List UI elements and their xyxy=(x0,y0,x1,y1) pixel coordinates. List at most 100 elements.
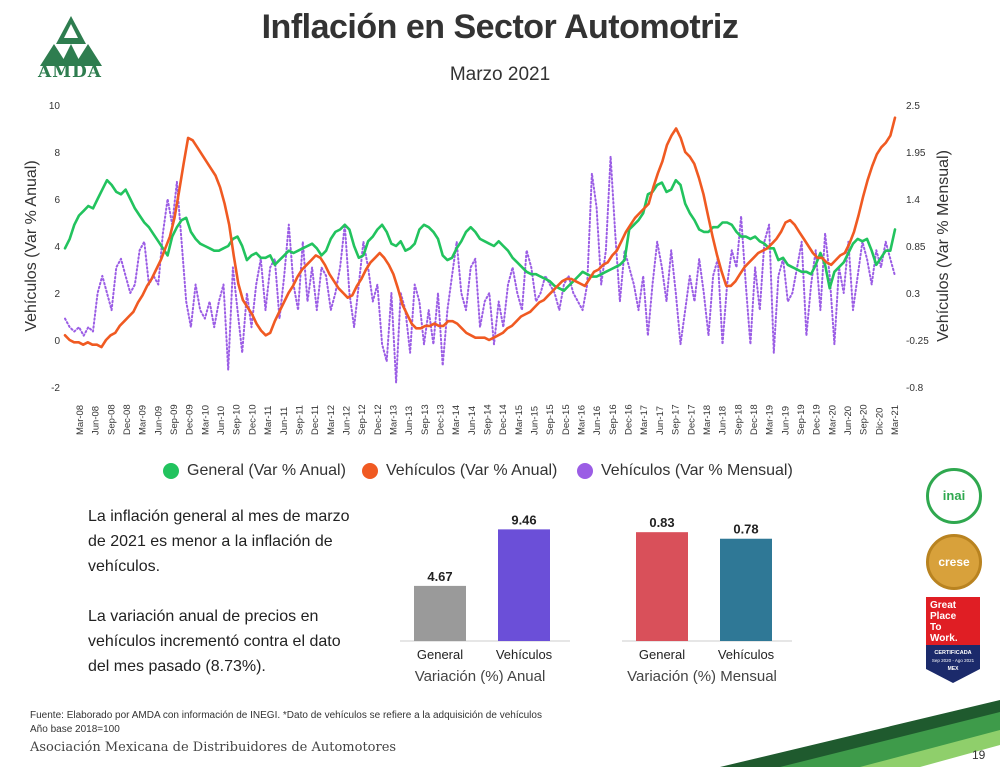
legend-vehiculos-anual-label: Vehículos (Var % Anual) xyxy=(386,462,558,479)
x-tick-label: Jun-18 xyxy=(718,406,729,435)
amda-logo xyxy=(40,16,102,66)
x-tick-label: Mar-19 xyxy=(765,405,776,435)
annual-category-label: General xyxy=(417,647,463,662)
summary-paragraph-2: La variación anual de precios en vehícul… xyxy=(88,608,341,675)
x-tick-label: Sep-11 xyxy=(294,405,305,435)
y-tick-left: 6 xyxy=(54,195,60,206)
gptw-dates: Sep 2020 - Ago 2021 xyxy=(932,658,975,663)
crese-badge-text: crese xyxy=(938,555,970,569)
x-tick-label: Jun-11 xyxy=(279,407,290,435)
legend-general: General (Var % Anual) xyxy=(163,462,346,480)
y-tick-right: 2.5 xyxy=(906,101,920,112)
x-tick-label: Sep-08 xyxy=(106,404,117,435)
y-tick-right: -0.8 xyxy=(906,383,924,394)
x-tick-label: Jun-09 xyxy=(153,406,164,435)
gptw-line4: Work. xyxy=(930,633,958,644)
y-tick-left: 2 xyxy=(54,289,60,300)
annual-value-label: 4.67 xyxy=(427,569,452,584)
x-tick-label: Jun-08 xyxy=(91,406,102,435)
x-tick-label: Dec-11 xyxy=(310,405,321,435)
x-tick-label: Dec-09 xyxy=(185,404,196,435)
y-tick-left: 8 xyxy=(54,148,60,159)
x-tick-label: Jun-20 xyxy=(843,406,854,435)
x-tick-label: Jun-16 xyxy=(592,406,603,435)
legend-vehiculos-mensual-dot xyxy=(577,463,593,479)
x-tick-label: Jun-14 xyxy=(467,406,478,435)
annual-variation-bar-chart: 4.67 General 9.46 Vehículos Variación (%) An… xyxy=(400,512,570,685)
y-axis-label-left: Vehículos (Var % Anual) xyxy=(23,160,40,331)
x-tick-label: Jun-19 xyxy=(780,406,791,435)
y-tick-right: 0.85 xyxy=(906,242,926,253)
y-tick-right: 1.95 xyxy=(906,148,926,159)
source-note: Fuente: Elaborado por AMDA con informaci… xyxy=(30,710,542,721)
x-tick-label: Mar-14 xyxy=(451,405,462,435)
x-tick-label: Dic-20 xyxy=(874,408,885,435)
annual-bar-general xyxy=(414,585,466,641)
gptw-country: MEX xyxy=(948,666,960,672)
x-tick-label: Jun-13 xyxy=(404,406,415,435)
x-tick-label: Dec-14 xyxy=(498,404,509,435)
x-tick-label: Sep-20 xyxy=(859,404,870,435)
annual-bar-vehiculos xyxy=(498,529,550,641)
x-tick-label: Dec-08 xyxy=(122,404,133,435)
monthly-category-label: Vehículos xyxy=(718,647,775,662)
x-tick-label: Mar-16 xyxy=(577,405,588,435)
inflation-line-chart: -2 0 2 4 6 8 10 -0.8 -0.25 0.3 0.85 1.4 1.95 2.5 Vehíc… xyxy=(23,101,952,435)
gptw-line2: Place xyxy=(930,611,957,622)
logo-text: AMDA xyxy=(38,62,102,82)
x-tick-label: Dec-16 xyxy=(624,404,635,435)
legend-vehiculos-mensual: Vehículos (Var % Mensual) xyxy=(577,462,793,480)
page-title: Inflación en Sector Automotriz xyxy=(261,8,739,46)
legend-general-dot xyxy=(163,463,179,479)
inai-badge: inai xyxy=(926,468,982,524)
x-tick-label: Mar-12 xyxy=(326,405,337,435)
x-tick-label: Mar-08 xyxy=(75,405,86,435)
x-tick-label: Mar-10 xyxy=(200,405,211,435)
x-tick-label: Mar-15 xyxy=(514,405,525,435)
x-tick-label: Mar-13 xyxy=(388,405,399,435)
x-tick-label: Sep-18 xyxy=(733,404,744,435)
gptw-line3: To xyxy=(930,622,941,633)
page-number: 19 xyxy=(972,748,986,762)
x-tick-label: Sep-10 xyxy=(232,404,243,435)
annual-category-label: Vehículos xyxy=(496,647,553,662)
monthly-bar-vehiculos xyxy=(720,538,772,641)
y-tick-right: 1.4 xyxy=(906,195,920,206)
summary-paragraph-1: La inflación general al mes de marzo de … xyxy=(88,508,350,575)
y-tick-left: -2 xyxy=(51,383,60,394)
gptw-line1: Great xyxy=(930,600,957,611)
legend-general-label: General (Var % Anual) xyxy=(187,462,346,479)
page-subtitle: Marzo 2021 xyxy=(449,64,551,85)
monthly-category-label: General xyxy=(639,647,685,662)
series-vehiculos-anual-line xyxy=(63,116,897,349)
y-tick-right: 0.3 xyxy=(906,289,920,300)
x-tick-label: Jun-17 xyxy=(655,406,666,435)
monthly-value-label: 0.83 xyxy=(649,515,674,530)
gptw-cert: CERTIFICADA xyxy=(934,650,971,656)
x-tick-label: Sep-09 xyxy=(169,404,180,435)
x-tick-label: Mar-20 xyxy=(827,405,838,435)
x-tick-label: Jun-15 xyxy=(530,406,541,435)
monthly-bar-general xyxy=(636,532,688,641)
association-name: Asociación Mexicana de Distribuidores de… xyxy=(30,740,397,755)
crese-badge: crese xyxy=(926,534,982,590)
legend-vehiculos-anual: Vehículos (Var % Anual) xyxy=(362,462,557,480)
x-tick-label: Dec-12 xyxy=(373,404,384,435)
x-tick-label: Sep-13 xyxy=(420,404,431,435)
corner-decoration xyxy=(720,700,1000,767)
y-tick-left: 10 xyxy=(49,101,61,112)
base-year-note: Año base 2018=100 xyxy=(30,724,120,735)
x-tick-label: Sep-15 xyxy=(545,404,556,435)
x-tick-label: Jun-10 xyxy=(216,406,227,435)
x-tick-label: Dec-19 xyxy=(812,404,823,435)
series-vehiculos-mensual-line xyxy=(64,155,896,384)
x-tick-label: Mar-18 xyxy=(702,405,713,435)
x-tick-label: Dec-13 xyxy=(435,404,446,435)
annual-value-label: 9.46 xyxy=(511,512,536,527)
x-tick-label: Mar-09 xyxy=(138,405,149,435)
inai-badge-text: inai xyxy=(942,488,966,503)
x-tick-label: Mar-21 xyxy=(890,405,901,435)
x-tick-label: Sep-14 xyxy=(483,404,494,435)
y-tick-right: -0.25 xyxy=(906,336,929,347)
x-tick-label: Sep-16 xyxy=(608,404,619,435)
